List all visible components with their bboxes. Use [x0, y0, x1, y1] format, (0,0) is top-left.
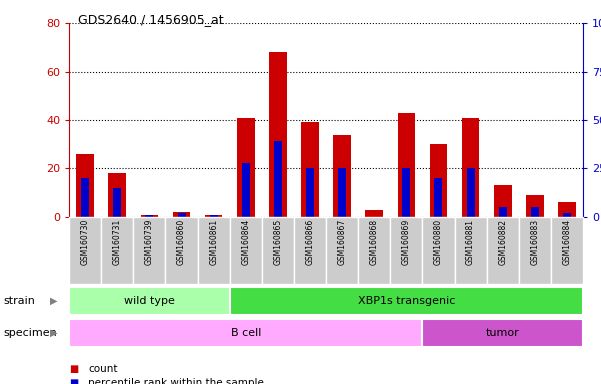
Bar [306, 169, 314, 217]
Bar [563, 213, 571, 217]
Text: GSM160869: GSM160869 [402, 219, 411, 265]
Bar [230, 217, 262, 284]
Bar [172, 212, 191, 217]
Text: ■: ■ [69, 364, 78, 374]
Bar [466, 169, 475, 217]
Text: GSM160884: GSM160884 [563, 219, 572, 265]
Bar [519, 217, 551, 284]
Text: GSM160882: GSM160882 [498, 219, 507, 265]
Text: wild type: wild type [124, 296, 175, 306]
Bar [338, 169, 346, 217]
Bar [133, 217, 165, 284]
Text: GDS2640 / 1456905_at: GDS2640 / 1456905_at [78, 13, 224, 26]
Text: GSM160866: GSM160866 [305, 219, 314, 265]
Text: GSM160883: GSM160883 [530, 219, 539, 265]
Bar [551, 217, 583, 284]
Bar [526, 195, 544, 217]
Bar [423, 217, 454, 284]
Bar [205, 215, 222, 217]
Text: GSM160867: GSM160867 [338, 219, 347, 265]
Bar [494, 185, 511, 217]
Bar [294, 217, 326, 284]
Text: GSM160861: GSM160861 [209, 219, 218, 265]
Text: GSM160865: GSM160865 [273, 219, 282, 265]
Bar [262, 217, 294, 284]
Bar [430, 144, 447, 217]
Text: GSM160880: GSM160880 [434, 219, 443, 265]
Bar [531, 207, 539, 217]
Text: specimen: specimen [3, 328, 56, 338]
Bar [242, 163, 250, 217]
Bar [81, 178, 89, 217]
Bar [269, 52, 287, 217]
Bar [230, 287, 583, 315]
Bar [274, 141, 282, 217]
Bar [423, 319, 583, 347]
Bar [301, 122, 319, 217]
Bar [558, 202, 576, 217]
Bar [402, 169, 410, 217]
Bar [365, 210, 383, 217]
Bar [76, 154, 94, 217]
Text: tumor: tumor [486, 328, 519, 338]
Bar [108, 173, 126, 217]
Bar [69, 217, 101, 284]
Text: GSM160864: GSM160864 [241, 219, 250, 265]
Bar [499, 207, 507, 217]
Bar [487, 217, 519, 284]
Text: ■: ■ [69, 378, 78, 384]
Text: percentile rank within the sample: percentile rank within the sample [88, 378, 264, 384]
Bar [390, 217, 423, 284]
Bar [69, 319, 423, 347]
Text: GSM160739: GSM160739 [145, 219, 154, 265]
Bar [334, 134, 351, 217]
Bar [113, 188, 121, 217]
Text: GSM160881: GSM160881 [466, 219, 475, 265]
Text: GSM160860: GSM160860 [177, 219, 186, 265]
Text: count: count [88, 364, 118, 374]
Bar [141, 215, 158, 217]
Bar [69, 287, 230, 315]
Bar [454, 217, 487, 284]
Bar [462, 118, 480, 217]
Text: GSM160868: GSM160868 [370, 219, 379, 265]
Bar [435, 178, 442, 217]
Bar [210, 215, 218, 217]
Bar [237, 118, 255, 217]
Bar [177, 213, 186, 217]
Bar [145, 215, 153, 217]
Bar [397, 113, 415, 217]
Text: GSM160730: GSM160730 [81, 219, 90, 265]
Bar [358, 217, 390, 284]
Text: GSM160731: GSM160731 [113, 219, 122, 265]
Bar [165, 217, 198, 284]
Text: XBP1s transgenic: XBP1s transgenic [358, 296, 455, 306]
Bar [326, 217, 358, 284]
Bar [101, 217, 133, 284]
Bar [198, 217, 230, 284]
Text: ▶: ▶ [50, 296, 57, 306]
Text: ▶: ▶ [50, 328, 57, 338]
Text: strain: strain [3, 296, 35, 306]
Text: B cell: B cell [231, 328, 261, 338]
